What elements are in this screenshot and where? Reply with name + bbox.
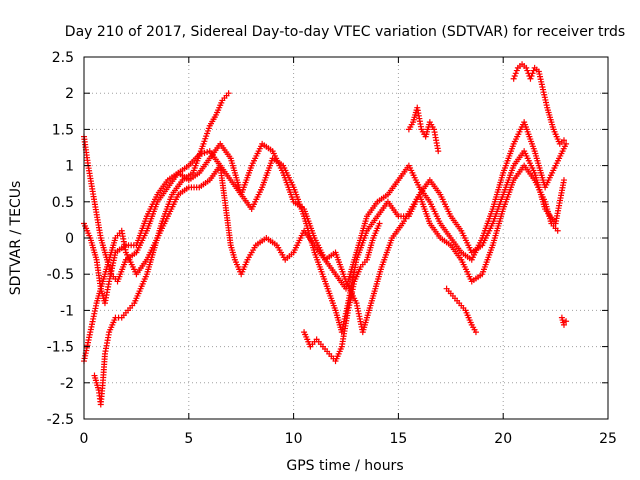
data-point: [510, 75, 517, 82]
data-point: [560, 137, 567, 144]
plot-frame: [83, 56, 609, 420]
y-tick-label: 2: [65, 86, 74, 102]
data-point-interp: [529, 70, 536, 77]
data-point: [554, 227, 561, 234]
data-point: [472, 329, 479, 336]
data-point-interp: [530, 67, 537, 74]
y-tick-label: 1: [65, 159, 74, 175]
y-tick-label: 1.5: [52, 122, 74, 138]
x-tick-label: 25: [599, 431, 617, 447]
y-tick-label: 2.5: [52, 50, 74, 66]
data-point: [527, 75, 534, 82]
data-point: [560, 321, 567, 328]
y-axis-label: SDTVAR / TECUs: [8, 181, 24, 296]
data-point-interp: [524, 67, 531, 74]
data-point: [225, 90, 232, 97]
data-point-interp: [512, 70, 519, 77]
x-tick-label: 5: [184, 431, 193, 447]
y-tick-label: -2.5: [47, 412, 74, 428]
x-tick-label: 0: [80, 431, 89, 447]
data-point-interp: [513, 67, 520, 74]
y-tick-label: -0.5: [47, 267, 74, 283]
data-point: [560, 177, 567, 184]
x-tick-label: 20: [494, 431, 512, 447]
x-axis-label: GPS time / hours: [286, 458, 403, 474]
y-tick-label: -2: [60, 376, 74, 392]
y-axis-ticks: -2.5 -2 -1.5 -1 -0.5 0 0.5 1 1.5 2 2.5: [47, 50, 608, 428]
x-axis-ticks: 0 5 10 15 20 25: [80, 57, 617, 447]
y-tick-label: -1.5: [47, 340, 74, 356]
data-point-interp: [201, 149, 208, 156]
x-tick-label: 15: [389, 431, 407, 447]
x-tick-label: 10: [285, 431, 303, 447]
chart-title: Day 210 of 2017, Sidereal Day-to-day VTE…: [65, 24, 625, 40]
y-tick-label: 0.5: [52, 195, 74, 211]
data-point: [563, 140, 570, 147]
data-point-interp: [511, 73, 518, 80]
y-tick-label: 0: [65, 231, 74, 247]
y-tick-label: -1: [60, 303, 74, 319]
grid: [84, 57, 608, 419]
data-point-interp: [204, 149, 211, 156]
data-point: [563, 318, 570, 325]
data-points: [81, 61, 570, 408]
data-point: [435, 148, 442, 155]
data-point: [376, 220, 383, 227]
data-point-interp: [528, 73, 535, 80]
data-point: [523, 64, 530, 71]
